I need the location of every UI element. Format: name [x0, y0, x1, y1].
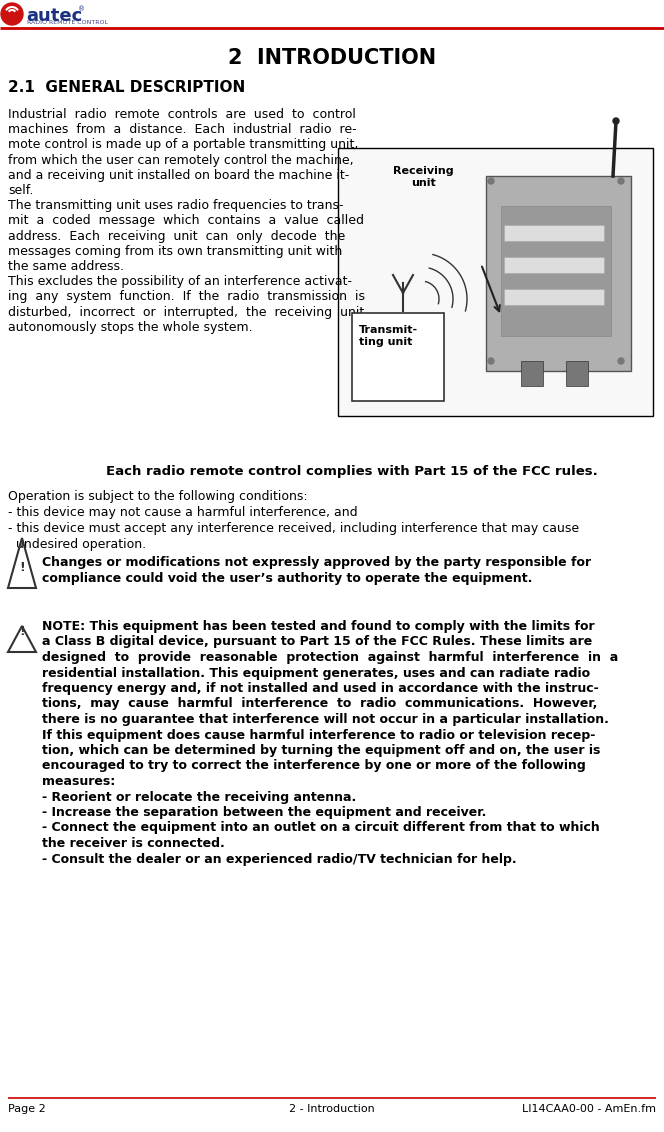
- Text: LI14CAA0-00 - AmEn.fm: LI14CAA0-00 - AmEn.fm: [522, 1104, 656, 1114]
- Text: address.  Each  receiving  unit  can  only  decode  the: address. Each receiving unit can only de…: [8, 230, 345, 242]
- Text: NOTE: This equipment has been tested and found to comply with the limits for: NOTE: This equipment has been tested and…: [42, 620, 595, 633]
- Bar: [504, 225, 604, 241]
- Text: If this equipment does cause harmful interference to radio or television recep-: If this equipment does cause harmful int…: [42, 729, 596, 741]
- Text: RADIO REMOTE CONTROL: RADIO REMOTE CONTROL: [27, 20, 108, 25]
- Text: Industrial  radio  remote  controls  are  used  to  control: Industrial radio remote controls are use…: [8, 108, 356, 121]
- Text: Changes or modifications not expressly approved by the party responsible for: Changes or modifications not expressly a…: [42, 556, 591, 569]
- Text: there is no guarantee that interference will not occur in a particular installat: there is no guarantee that interference …: [42, 713, 609, 726]
- Text: from which the user can remotely control the machine,: from which the user can remotely control…: [8, 154, 354, 166]
- Text: ing  any  system  function.  If  the  radio  transmission  is: ing any system function. If the radio tr…: [8, 291, 365, 303]
- Text: - this device must accept any interference received, including interference that: - this device must accept any interferen…: [8, 522, 579, 535]
- Text: mit  a  coded  message  which  contains  a  value  called: mit a coded message which contains a val…: [8, 214, 364, 228]
- Text: mote control is made up of a portable transmitting unit,: mote control is made up of a portable tr…: [8, 138, 359, 152]
- Text: !: !: [19, 561, 25, 574]
- Text: the receiver is connected.: the receiver is connected.: [42, 837, 224, 850]
- Bar: [566, 361, 588, 386]
- Text: Transmit-
ting unit: Transmit- ting unit: [359, 325, 418, 346]
- Bar: [504, 289, 604, 305]
- Text: This excludes the possibility of an interference activat-: This excludes the possibility of an inte…: [8, 275, 352, 289]
- Text: undesired operation.: undesired operation.: [8, 538, 146, 551]
- Text: and a receiving unit installed on board the machine it-: and a receiving unit installed on board …: [8, 169, 349, 182]
- Text: frequency energy and, if not installed and used in accordance with the instruc-: frequency energy and, if not installed a…: [42, 681, 599, 695]
- Text: residential installation. This equipment generates, uses and can radiate radio: residential installation. This equipment…: [42, 667, 590, 679]
- Bar: [486, 175, 631, 371]
- Circle shape: [618, 358, 624, 365]
- Text: compliance could void the user’s authority to operate the equipment.: compliance could void the user’s authori…: [42, 572, 533, 585]
- Text: !: !: [19, 625, 25, 638]
- Text: disturbed,  incorrect  or  interrupted,  the  receiving  unit: disturbed, incorrect or interrupted, the…: [8, 306, 365, 318]
- Text: Page 2: Page 2: [8, 1104, 46, 1114]
- Bar: [504, 257, 604, 273]
- Circle shape: [1, 3, 23, 25]
- Circle shape: [618, 178, 624, 185]
- Text: - Connect the equipment into an outlet on a circuit different from that to which: - Connect the equipment into an outlet o…: [42, 822, 600, 834]
- Text: autec: autec: [26, 7, 82, 25]
- Text: encouraged to try to correct the interference by one or more of the following: encouraged to try to correct the interfe…: [42, 760, 586, 772]
- Text: - Reorient or relocate the receiving antenna.: - Reorient or relocate the receiving ant…: [42, 790, 357, 804]
- Text: measures:: measures:: [42, 775, 116, 788]
- Circle shape: [488, 178, 494, 185]
- Bar: [338, 148, 653, 415]
- Text: Operation is subject to the following conditions:: Operation is subject to the following co…: [8, 490, 307, 503]
- Text: The transmitting unit uses radio frequencies to trans-: The transmitting unit uses radio frequen…: [8, 199, 343, 212]
- Circle shape: [613, 118, 619, 125]
- Text: Receiving
unit: Receiving unit: [392, 166, 454, 188]
- Text: autonomously stops the whole system.: autonomously stops the whole system.: [8, 320, 252, 334]
- Text: the same address.: the same address.: [8, 260, 124, 273]
- Bar: [352, 314, 444, 401]
- Bar: [521, 361, 543, 386]
- Text: machines  from  a  distance.  Each  industrial  radio  re-: machines from a distance. Each industria…: [8, 123, 357, 136]
- Text: tions,  may  cause  harmful  interference  to  radio  communications.  However,: tions, may cause harmful interference to…: [42, 697, 598, 711]
- Text: 2 - Introduction: 2 - Introduction: [289, 1104, 375, 1114]
- Text: Each radio remote control complies with Part 15 of the FCC rules.: Each radio remote control complies with …: [106, 465, 598, 478]
- Text: tion, which can be determined by turning the equipment off and on, the user is: tion, which can be determined by turning…: [42, 744, 600, 757]
- Bar: [501, 206, 611, 336]
- Text: ®: ®: [78, 6, 85, 12]
- Text: messages coming from its own transmitting unit with: messages coming from its own transmittin…: [8, 245, 342, 258]
- Text: self.: self.: [8, 185, 33, 197]
- Circle shape: [488, 358, 494, 365]
- Text: - Increase the separation between the equipment and receiver.: - Increase the separation between the eq…: [42, 806, 486, 818]
- Text: 2.1  GENERAL DESCRIPTION: 2.1 GENERAL DESCRIPTION: [8, 80, 245, 95]
- Text: - this device may not cause a harmful interference, and: - this device may not cause a harmful in…: [8, 506, 358, 518]
- Text: 2  INTRODUCTION: 2 INTRODUCTION: [228, 48, 436, 68]
- Text: - Consult the dealer or an experienced radio/TV technician for help.: - Consult the dealer or an experienced r…: [42, 852, 517, 866]
- Text: designed  to  provide  reasonable  protection  against  harmful  interference  i: designed to provide reasonable protectio…: [42, 651, 618, 664]
- Text: a Class B digital device, pursuant to Part 15 of the FCC Rules. These limits are: a Class B digital device, pursuant to Pa…: [42, 635, 592, 649]
